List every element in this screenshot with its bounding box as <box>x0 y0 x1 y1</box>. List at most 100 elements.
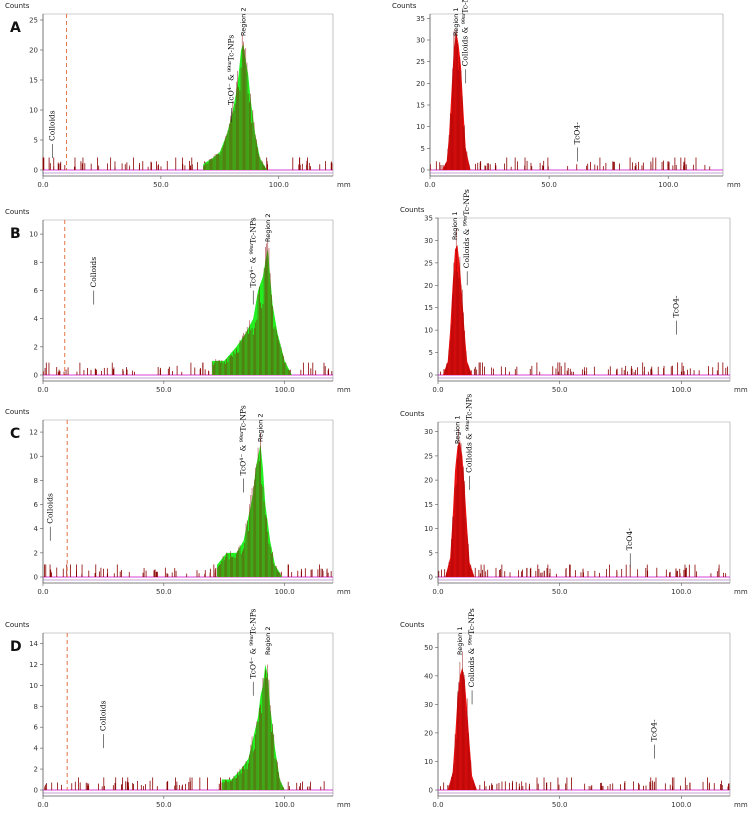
annotation-label: TcO⁴⁻ & ⁹⁹ᵐTc-NPs <box>248 608 257 678</box>
chart-panel-C-left: Counts C 0 2 4 6 8 10 12 0.0 50.0 100.0 mm Colloids Tc… <box>5 405 351 596</box>
annotation-label: Colloids & ⁹⁹ᵐTc-NPs <box>462 189 471 268</box>
annotation-label: TcO⁴⁻ & ⁹⁹ᵐTc-NPs <box>227 35 236 105</box>
annotation-label: Colloids <box>47 110 56 141</box>
y-tick-label: 0 <box>34 574 38 582</box>
panel-label: D <box>10 639 22 655</box>
region-label: Region 1 <box>451 212 459 240</box>
annotation-label: TcO⁴⁻ & ⁹⁹ᵐTc-NPs <box>239 405 248 475</box>
annotation-label: TcO⁴⁻ & ⁹⁹ᵐTc-NPs <box>248 217 257 287</box>
x-tick-label: 0.0 <box>37 386 48 394</box>
y-tick-label: 20 <box>424 282 433 290</box>
x-tick-label: 0.0 <box>424 181 435 189</box>
region-label: Region 1 <box>452 8 460 36</box>
y-axis-title: Counts <box>392 2 417 10</box>
region-label: Region 2 <box>264 627 272 655</box>
x-tick-label: 0.0 <box>37 801 48 809</box>
y-tick-label: 0 <box>34 787 38 795</box>
x-tick-label: 0.0 <box>432 588 443 596</box>
region-label: Region 1 <box>456 627 464 655</box>
y-tick-label: 0 <box>34 372 38 380</box>
y-tick-label: 10 <box>29 453 38 461</box>
y-tick-label: 35 <box>424 215 433 223</box>
y-axis-title: Counts <box>5 408 30 416</box>
annotation-label: Colloids & ⁹⁹ᵐTc-NPs <box>465 394 474 473</box>
y-tick-label: 0 <box>429 787 433 795</box>
x-tick-label: 100.0 <box>671 588 691 596</box>
y-tick-label: 6 <box>34 724 39 732</box>
y-tick-label: 10 <box>416 123 425 131</box>
annotation-label: TcO4- <box>573 122 582 145</box>
x-tick-label: 100.0 <box>275 588 295 596</box>
y-tick-label: 30 <box>424 701 433 709</box>
region-label: Region 1 <box>453 416 461 444</box>
y-tick-label: 6 <box>34 501 39 509</box>
y-tick-label: 10 <box>424 525 433 533</box>
x-tick-label: 50.0 <box>156 801 172 809</box>
y-axis-title: Counts <box>400 410 425 418</box>
x-tick-label: 100.0 <box>658 181 678 189</box>
y-tick-label: 20 <box>29 47 38 55</box>
x-axis-unit: mm <box>734 386 748 394</box>
x-tick-label: 0.0 <box>37 588 48 596</box>
y-tick-label: 0 <box>429 574 433 582</box>
panel-label: B <box>10 226 21 242</box>
x-tick-label: 50.0 <box>156 588 172 596</box>
chart-panel-D-left: Counts D 0 2 4 6 8 10 12 14 0.0 50.0 100.0 mm Colloids… <box>5 608 351 809</box>
y-tick-label: 15 <box>29 77 38 85</box>
region-label: Region 2 <box>257 414 265 442</box>
x-axis-unit: mm <box>727 181 741 189</box>
y-tick-label: 15 <box>424 304 433 312</box>
y-tick-label: 8 <box>34 259 38 267</box>
annotation-label: TcO4- <box>650 719 659 742</box>
panel-label: A <box>10 20 21 36</box>
y-tick-label: 50 <box>424 644 433 652</box>
region-label: Region 2 <box>264 214 272 242</box>
x-tick-label: 100.0 <box>275 801 295 809</box>
chart-panel-A-right: Counts 0 5 10 15 20 25 30 35 0.0 50.0 100.0 mm Region… <box>392 0 741 189</box>
y-tick-label: 5 <box>429 549 433 557</box>
y-tick-label: 10 <box>424 758 433 766</box>
chart-panel-C-right: Counts 0 5 10 15 20 25 30 0.0 50.0 100.0 mm Region 1… <box>400 394 748 596</box>
x-tick-label: 100.0 <box>671 801 691 809</box>
annotation-label: Colloids & ⁹⁹ᵐTc-NPs <box>461 0 470 66</box>
x-tick-label: 100.0 <box>269 181 289 189</box>
peak-area-region-2 <box>217 444 283 577</box>
y-tick-label: 30 <box>424 428 433 436</box>
peak-area-region-2 <box>212 248 292 375</box>
y-axis-title: Counts <box>400 621 425 629</box>
x-axis-unit: mm <box>337 801 351 809</box>
annotation-label: Colloids <box>45 493 54 524</box>
x-tick-label: 50.0 <box>552 386 568 394</box>
annotation-label: Colloids & ⁹⁹ᵐTc-NPs <box>467 608 476 687</box>
y-tick-label: 6 <box>34 287 39 295</box>
y-tick-label: 4 <box>34 525 39 533</box>
y-tick-label: 4 <box>34 315 39 323</box>
y-tick-label: 25 <box>29 17 38 25</box>
x-axis-unit: mm <box>734 588 748 596</box>
y-tick-label: 14 <box>29 640 38 648</box>
y-axis-title: Counts <box>5 2 30 10</box>
y-tick-label: 5 <box>429 349 433 357</box>
x-tick-label: 0.0 <box>37 181 48 189</box>
x-tick-label: 0.0 <box>432 386 443 394</box>
y-tick-label: 20 <box>424 477 433 485</box>
annotation-label: TcO4- <box>671 295 680 318</box>
annotation-label: Colloids <box>98 700 107 731</box>
x-tick-label: 50.0 <box>541 181 557 189</box>
x-tick-label: 50.0 <box>156 386 172 394</box>
x-axis-unit: mm <box>734 801 748 809</box>
y-tick-label: 10 <box>29 682 38 690</box>
x-tick-label: 50.0 <box>552 801 568 809</box>
y-tick-label: 25 <box>424 452 433 460</box>
annotation-label: TcO4- <box>625 528 634 551</box>
y-tick-label: 30 <box>416 37 425 45</box>
y-tick-label: 20 <box>424 729 433 737</box>
x-tick-label: 0.0 <box>432 801 443 809</box>
y-tick-label: 8 <box>34 703 38 711</box>
y-tick-label: 35 <box>416 15 425 23</box>
y-tick-label: 5 <box>34 137 38 145</box>
y-tick-label: 25 <box>416 58 425 66</box>
chart-panel-B-right: Counts 0 5 10 15 20 25 30 35 0.0 50.0 100.0 mm Region… <box>400 189 748 394</box>
y-tick-label: 10 <box>29 107 38 115</box>
